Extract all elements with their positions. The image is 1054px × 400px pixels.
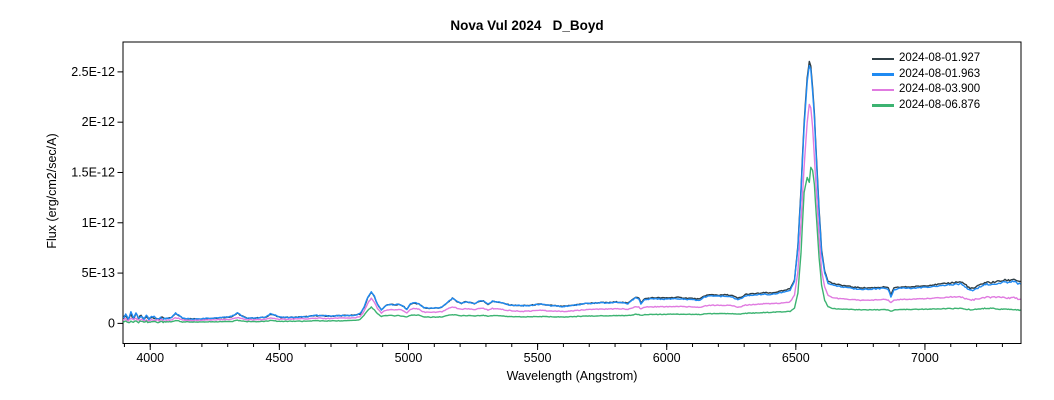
legend-row: 2024-08-01.927 [872, 51, 980, 67]
svg-text:0: 0 [108, 316, 115, 330]
spectrum-curve-2024-08-03.900 [123, 103, 1021, 322]
legend-row: 2024-08-01.963 [872, 67, 980, 83]
svg-text:7000: 7000 [911, 351, 939, 365]
spectrum-curve-2024-08-01.963 [123, 65, 1021, 322]
svg-text:4000: 4000 [136, 351, 164, 365]
svg-text:5000: 5000 [395, 351, 423, 365]
svg-text:2.5E-12: 2.5E-12 [71, 65, 115, 79]
svg-text:5500: 5500 [524, 351, 552, 365]
svg-text:5E-13: 5E-13 [82, 266, 115, 280]
x-axis-title: Wavelength (Angstrom) [506, 369, 638, 383]
legend-label: 2024-08-01.927 [899, 52, 981, 64]
legend-label: 2024-08-01.963 [899, 67, 981, 80]
legend-line-swatch [872, 104, 894, 107]
legend-row: 2024-08-06.876 [872, 98, 980, 114]
legend-label: 2024-08-06.876 [899, 98, 981, 111]
svg-text:4500: 4500 [265, 351, 293, 365]
legend-row: 2024-08-03.900 [872, 82, 980, 98]
svg-text:6000: 6000 [653, 351, 681, 365]
legend-line-swatch [872, 73, 894, 76]
legend-line-swatch [872, 88, 894, 91]
legend: 2024-08-01.927 2024-08-01.963 2024-08-03.9… [872, 51, 980, 113]
spectrum-curve-2024-08-06.876 [123, 166, 1021, 324]
legend-line-swatch [872, 57, 894, 60]
svg-text:1.5E-12: 1.5E-12 [71, 165, 115, 179]
y-axis-title: Flux (erg/cm2/sec/A) [45, 133, 59, 249]
svg-text:6500: 6500 [782, 351, 810, 365]
svg-text:2E-12: 2E-12 [82, 115, 115, 129]
chart-title: Nova Vul 2024 D_Boyd [450, 18, 604, 33]
svg-text:1E-12: 1E-12 [82, 216, 115, 230]
legend-label: 2024-08-03.900 [899, 83, 981, 95]
